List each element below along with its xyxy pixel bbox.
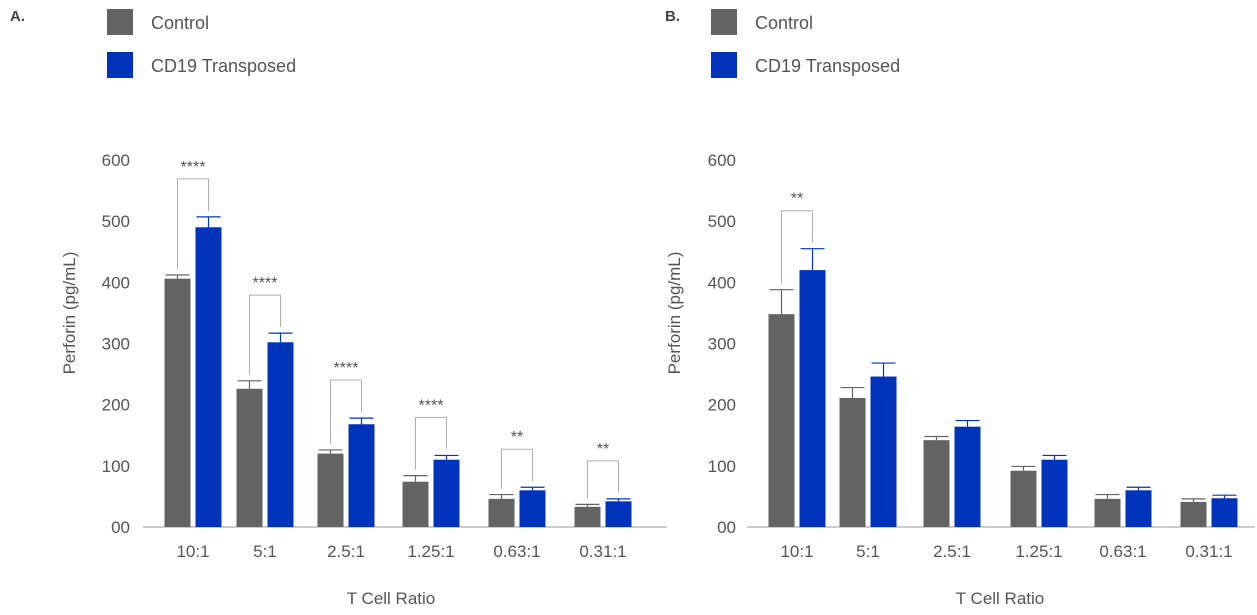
- significance-bracket: [330, 379, 362, 444]
- x-tick-label: 10:1: [780, 542, 813, 561]
- y-tick-label: 600: [708, 151, 736, 170]
- significance-bracket: [587, 460, 619, 499]
- bar-control: [317, 453, 344, 527]
- significance-label: **: [511, 429, 523, 446]
- legend-swatch-transposed: [711, 52, 737, 78]
- legend-label-control: Control: [755, 13, 813, 33]
- bar-control: [236, 388, 263, 527]
- bar-transposed: [1041, 459, 1068, 527]
- x-axis-title: T Cell Ratio: [956, 589, 1045, 608]
- legend-swatch-transposed: [107, 52, 133, 78]
- bar-transposed: [195, 227, 222, 528]
- bar-transposed: [1125, 490, 1152, 527]
- significance-label: ****: [334, 360, 359, 377]
- significance-label: ****: [419, 397, 444, 414]
- y-tick-label: 400: [102, 273, 130, 292]
- y-axis-title: Perforin (pg/mL): [665, 252, 684, 375]
- panel-label: B.: [665, 8, 680, 25]
- legend-label-transposed: CD19 Transposed: [755, 56, 900, 76]
- y-tick-label: 500: [102, 212, 130, 231]
- bar-transposed: [954, 426, 981, 527]
- x-tick-label: 1.25:1: [1015, 542, 1062, 561]
- bar-control: [1010, 470, 1037, 527]
- y-tick-label: 200: [102, 396, 130, 415]
- legend-label-transposed: CD19 Transposed: [151, 56, 296, 76]
- x-tick-label: 2.5:1: [327, 542, 365, 561]
- x-tick-label: 1.25:1: [407, 542, 454, 561]
- bar-transposed: [433, 459, 460, 527]
- significance-label: ****: [253, 275, 278, 292]
- bar-transposed: [1211, 498, 1238, 527]
- bar-control: [488, 498, 515, 527]
- x-tick-label: 5:1: [253, 542, 277, 561]
- bar-control: [839, 397, 866, 527]
- x-tick-label: 5:1: [856, 542, 880, 561]
- legend-label-control: Control: [151, 13, 209, 33]
- significance-bracket: [781, 210, 813, 284]
- bar-control: [768, 314, 795, 527]
- y-tick-label: 300: [708, 335, 736, 354]
- significance-bracket: [415, 416, 447, 470]
- x-tick-label: 10:1: [176, 542, 209, 561]
- y-tick-label: 200: [708, 396, 736, 415]
- x-tick-label: 0.31:1: [1185, 542, 1232, 561]
- significance-bracket: [177, 178, 209, 269]
- significance-label: ****: [181, 159, 206, 176]
- bar-control: [923, 440, 950, 527]
- x-tick-label: 0.63:1: [493, 542, 540, 561]
- significance-bracket: [501, 448, 533, 489]
- y-tick-label: 00: [717, 518, 736, 537]
- bar-control: [574, 506, 601, 527]
- y-tick-label: 00: [111, 518, 130, 537]
- chart-panel-a: A. Control CD19 Transposed 00 100 200 300 400 50…: [10, 8, 667, 608]
- bar-transposed: [605, 501, 632, 527]
- y-tick-label: 100: [102, 457, 130, 476]
- bar-transposed: [348, 424, 375, 527]
- bar-control: [1094, 498, 1121, 527]
- y-tick-label: 300: [102, 335, 130, 354]
- bar-control: [1180, 501, 1207, 527]
- x-tick-label: 2.5:1: [933, 542, 971, 561]
- y-tick-label: 100: [708, 457, 736, 476]
- significance-label: **: [597, 441, 609, 458]
- legend-swatch-control: [107, 9, 133, 35]
- y-tick-label: 600: [102, 151, 130, 170]
- significance-label: **: [791, 191, 803, 208]
- legend-swatch-control: [711, 9, 737, 35]
- bar-control: [164, 278, 191, 527]
- y-tick-label: 400: [708, 273, 736, 292]
- bar-control: [402, 481, 429, 527]
- x-axis-title: T Cell Ratio: [347, 589, 436, 608]
- significance-bracket: [249, 294, 281, 375]
- bar-transposed: [519, 490, 546, 527]
- chart-panel-b: B. Control CD19 Transposed 00 100 200 300 400 50…: [665, 8, 1255, 608]
- y-tick-label: 500: [708, 212, 736, 231]
- bar-transposed: [267, 342, 294, 527]
- y-axis-title: Perforin (pg/mL): [60, 252, 79, 375]
- bar-transposed: [799, 270, 826, 527]
- x-tick-label: 0.63:1: [1099, 542, 1146, 561]
- x-tick-label: 0.31:1: [579, 542, 626, 561]
- bar-transposed: [870, 376, 897, 527]
- panel-label: A.: [10, 8, 25, 25]
